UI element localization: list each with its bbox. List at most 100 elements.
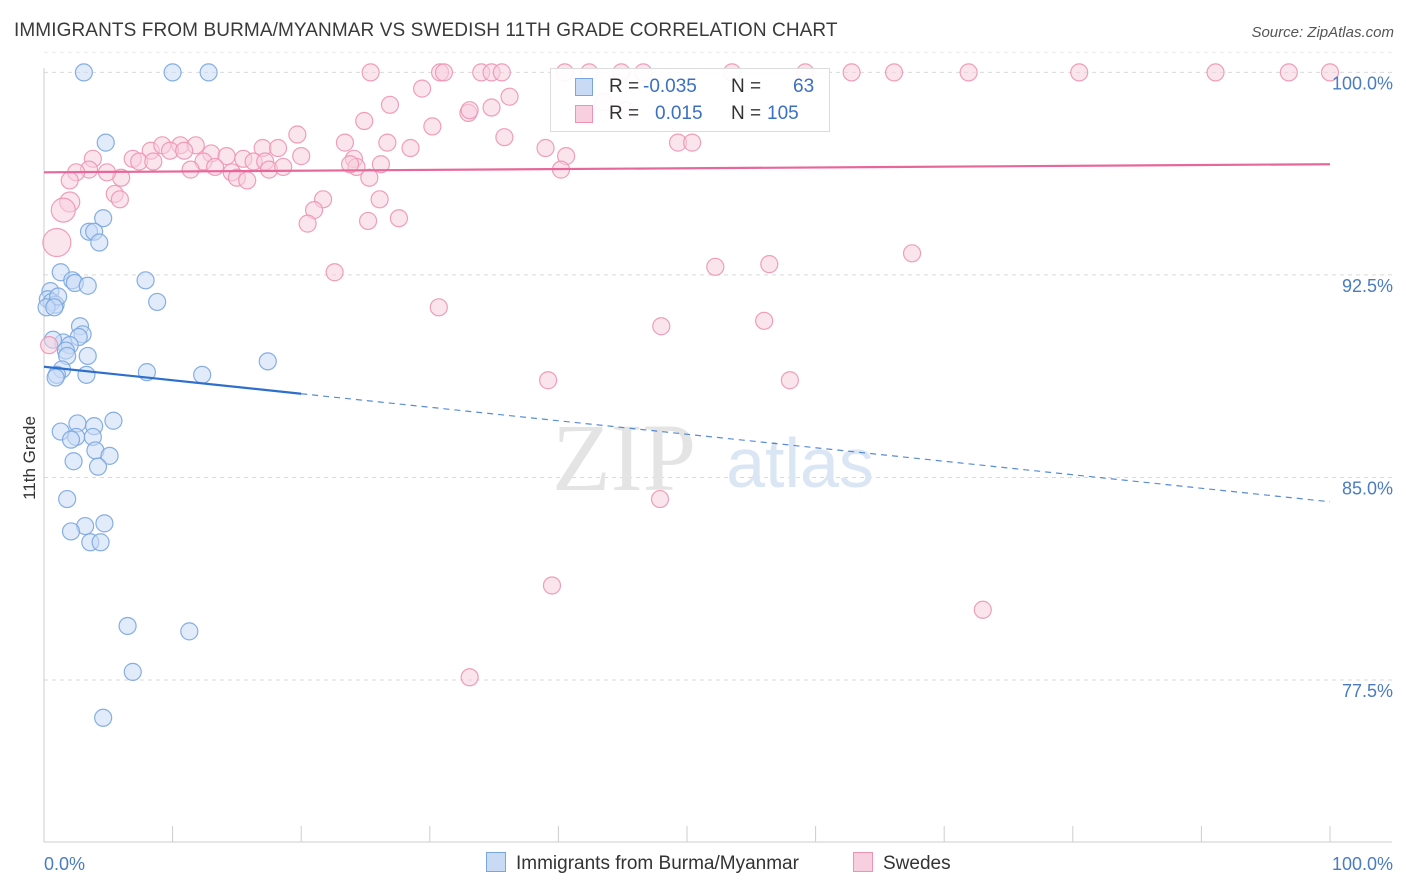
swedes-point bbox=[539, 371, 558, 390]
swedes-point bbox=[780, 371, 799, 390]
swedes-point bbox=[325, 263, 344, 282]
burma-point bbox=[64, 452, 83, 471]
swedes-point bbox=[371, 155, 391, 174]
swedes-point bbox=[401, 138, 420, 158]
legend-n-value-swedes: 105 bbox=[767, 103, 799, 124]
swedes-point bbox=[683, 133, 702, 152]
swedes-point bbox=[144, 152, 163, 171]
swedes-point bbox=[760, 255, 779, 274]
burma-point bbox=[74, 63, 93, 82]
swedes-point bbox=[42, 227, 72, 258]
swedes-trend-line bbox=[43, 163, 1331, 174]
swedes-point bbox=[1206, 63, 1225, 82]
swedes-point bbox=[288, 125, 307, 144]
burma-point bbox=[180, 622, 199, 641]
burma-point bbox=[90, 233, 109, 252]
burma-point bbox=[94, 708, 113, 727]
swedes-point bbox=[358, 211, 378, 231]
source-label: Source: ZipAtlas.com bbox=[1251, 24, 1394, 41]
bottom-legend-swedes: Swedes bbox=[853, 852, 951, 875]
swedes-point bbox=[706, 257, 725, 276]
legend-n-value-burma: 63 bbox=[793, 76, 815, 97]
burma-point bbox=[193, 365, 212, 384]
trend-layer bbox=[43, 163, 1331, 503]
burma-point bbox=[77, 365, 96, 384]
burma-point bbox=[58, 489, 77, 509]
burma-trend-line-extension bbox=[301, 393, 1331, 503]
burma-point bbox=[61, 522, 81, 541]
burma-point bbox=[258, 352, 277, 371]
swedes-point bbox=[755, 311, 774, 330]
burma-point bbox=[148, 292, 167, 312]
swedes-point bbox=[268, 138, 288, 158]
burma-point bbox=[199, 63, 218, 82]
swedes-point bbox=[355, 111, 374, 131]
x-tick-label-max: 100.0% bbox=[1332, 854, 1393, 874]
watermark: ZIP atlas bbox=[552, 404, 874, 511]
swedes-point bbox=[335, 133, 355, 152]
swedes-point bbox=[650, 489, 670, 509]
watermark-zip: ZIP bbox=[552, 404, 696, 511]
burma-point bbox=[91, 533, 110, 552]
y-tick-label: 92.5% bbox=[1342, 276, 1393, 296]
legend-swatch-swedes bbox=[575, 105, 593, 123]
legend-n-label: N = bbox=[731, 103, 762, 124]
swedes-point bbox=[500, 87, 519, 106]
watermark-atlas: atlas bbox=[726, 424, 874, 502]
bottom-legend-label-swedes: Swedes bbox=[883, 853, 951, 874]
burma-point bbox=[61, 430, 81, 449]
legend-n-label: N = bbox=[731, 76, 762, 97]
swedes-point bbox=[495, 128, 514, 147]
swedes-point bbox=[423, 117, 442, 136]
legend-swatch-burma bbox=[575, 78, 593, 96]
bottom-legend-burma: Immigrants from Burma/Myanmar bbox=[486, 852, 799, 875]
swedes-point bbox=[50, 197, 76, 223]
swedes-point bbox=[378, 133, 397, 152]
swedes-point bbox=[959, 63, 978, 82]
legend-r-label: R = bbox=[609, 76, 640, 97]
axis-layer bbox=[43, 68, 1392, 843]
burma-trend-line bbox=[43, 365, 302, 395]
burma-point bbox=[78, 346, 97, 366]
swedes-point bbox=[60, 171, 79, 190]
burma-point bbox=[46, 368, 65, 387]
swedes-point bbox=[482, 98, 501, 117]
burma-point bbox=[96, 133, 115, 152]
swedes-point bbox=[460, 101, 479, 120]
swedes-point bbox=[412, 79, 432, 98]
swedes-point bbox=[238, 171, 257, 190]
y-axis-title: 11th Grade bbox=[20, 416, 39, 500]
points-layer bbox=[37, 63, 1340, 727]
legend-r-label: R = bbox=[609, 103, 640, 124]
y-tick-label: 77.5% bbox=[1342, 681, 1393, 701]
chart-title: IMMIGRANTS FROM BURMA/MYANMAR VS SWEDISH… bbox=[14, 20, 838, 41]
burma-point bbox=[163, 63, 182, 82]
y-tick-label: 100.0% bbox=[1332, 73, 1393, 93]
swedes-point bbox=[902, 244, 922, 263]
swedes-point bbox=[429, 298, 448, 317]
y-tick-label: 85.0% bbox=[1342, 478, 1393, 498]
swedes-point bbox=[492, 63, 511, 82]
burma-point bbox=[118, 616, 137, 636]
x-tick-label-min: 0.0% bbox=[44, 854, 85, 874]
swedes-point bbox=[181, 160, 200, 179]
swedes-point bbox=[292, 147, 311, 166]
swedes-point bbox=[884, 63, 904, 82]
swedes-point bbox=[652, 317, 671, 336]
swedes-point bbox=[1070, 63, 1089, 82]
swedes-point bbox=[298, 214, 317, 233]
swedes-point bbox=[380, 95, 400, 114]
swedes-point bbox=[110, 190, 129, 209]
swedes-point bbox=[40, 336, 59, 355]
swedes-point bbox=[536, 138, 555, 158]
swedes-point bbox=[205, 157, 225, 177]
swedes-point bbox=[542, 576, 562, 595]
swedes-point bbox=[1279, 63, 1298, 82]
stats-legend: R = -0.035 N = 63 R = 0.015 N = 105 bbox=[550, 68, 830, 132]
swedes-point bbox=[175, 141, 194, 160]
bottom-legend-swatch-burma bbox=[486, 852, 506, 872]
swedes-point bbox=[340, 155, 360, 174]
legend-r-value-burma: -0.035 bbox=[643, 76, 697, 97]
swedes-point bbox=[434, 63, 454, 82]
swedes-point bbox=[842, 63, 861, 82]
